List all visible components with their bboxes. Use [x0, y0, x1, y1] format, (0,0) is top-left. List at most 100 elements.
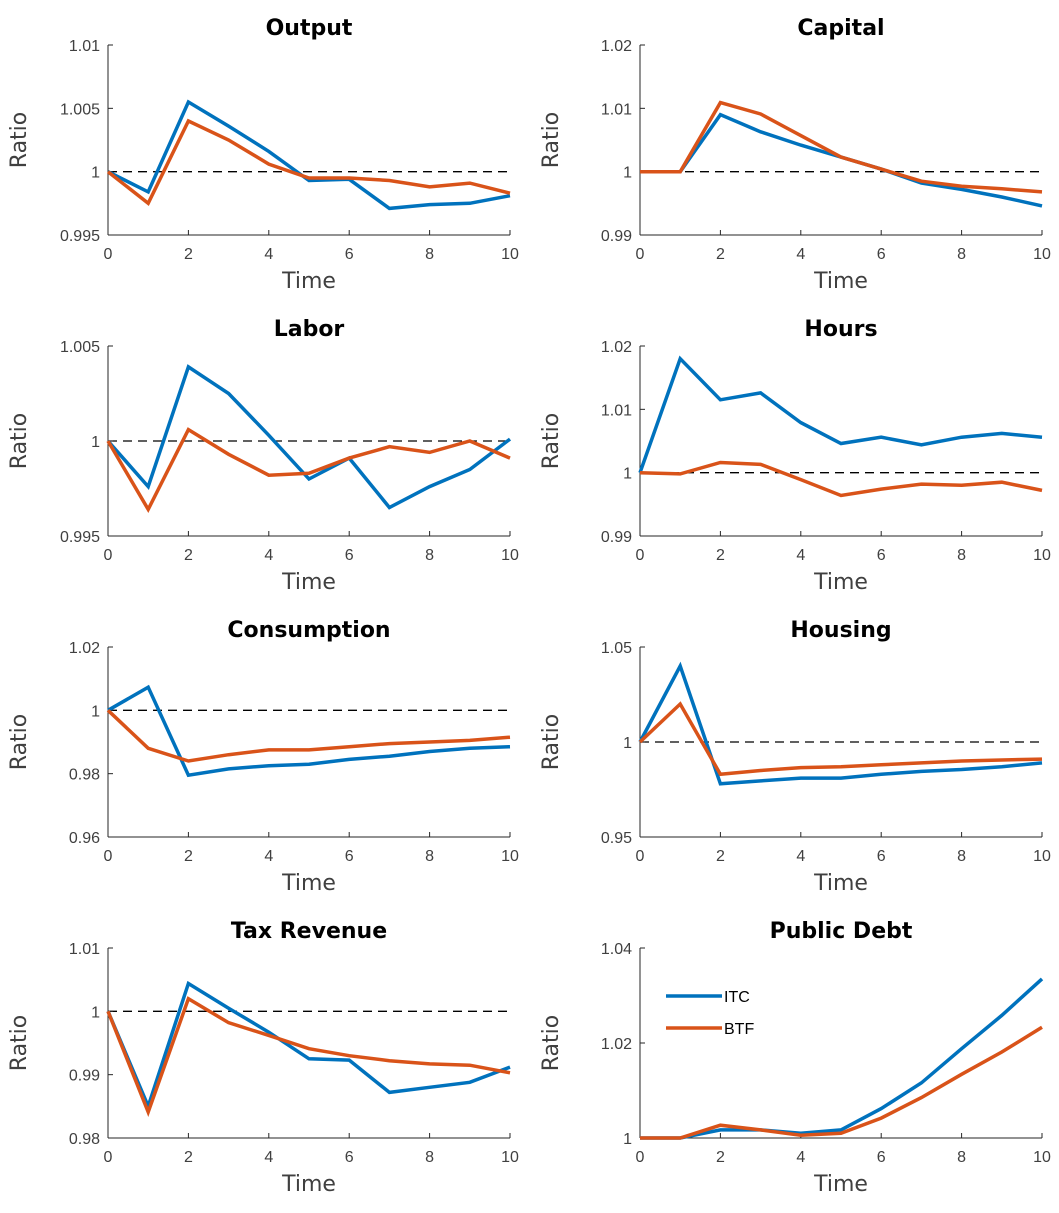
- x-tick-label: 8: [425, 1149, 434, 1166]
- x-tick-label: 0: [104, 1149, 113, 1166]
- y-axis-label: Ratio: [539, 714, 564, 770]
- x-tick-label: 6: [345, 1149, 354, 1166]
- y-tick-label: 1: [91, 1004, 100, 1021]
- series-line-btf: [640, 1025, 1043, 1140]
- y-tick-label: 1.04: [601, 941, 632, 958]
- y-axis-label: Ratio: [7, 413, 32, 469]
- x-tick-label: 8: [957, 1149, 966, 1166]
- y-axis-label: Ratio: [7, 1015, 32, 1071]
- legend-label-btf: BTF: [724, 1021, 754, 1038]
- y-tick-label: 1: [91, 165, 100, 182]
- y-tick-label: 1: [91, 434, 100, 451]
- x-tick-label: 2: [716, 1149, 725, 1166]
- x-tick-label: 10: [1033, 1149, 1051, 1166]
- x-tick-label: 4: [264, 547, 273, 564]
- x-tick-label: 8: [957, 547, 966, 564]
- x-axis-label: Time: [813, 570, 868, 595]
- x-tick-label: 6: [877, 246, 886, 263]
- x-tick-label: 2: [184, 547, 193, 564]
- x-tick-label: 8: [957, 246, 966, 263]
- x-tick-label: 10: [1033, 848, 1051, 865]
- y-tick-label: 0.99: [601, 529, 632, 546]
- series-line-1: [640, 100, 1043, 194]
- series-line-0: [640, 112, 1043, 208]
- x-tick-label: 4: [796, 547, 805, 564]
- x-tick-label: 0: [636, 1149, 645, 1166]
- x-tick-label: 6: [877, 1149, 886, 1166]
- x-axis-label: Time: [281, 1172, 336, 1197]
- y-tick-label: 0.995: [60, 529, 100, 546]
- chart-title: Housing: [790, 618, 891, 643]
- legend-label-itc: ITC: [724, 989, 750, 1006]
- x-tick-label: 6: [877, 848, 886, 865]
- y-tick-label: 0.995: [60, 228, 100, 245]
- x-tick-label: 8: [425, 246, 434, 263]
- x-tick-label: 4: [796, 246, 805, 263]
- y-tick-label: 0.96: [69, 830, 100, 847]
- y-axis-label: Ratio: [539, 1015, 564, 1071]
- y-tick-label: 1: [91, 703, 100, 720]
- chart-title: Tax Revenue: [231, 919, 387, 944]
- x-tick-label: 10: [1033, 246, 1051, 263]
- y-axis-label: Ratio: [7, 112, 32, 168]
- x-axis-label: Time: [813, 1172, 868, 1197]
- x-tick-label: 0: [104, 246, 113, 263]
- series-line-1: [106, 118, 511, 207]
- y-axis-label: Ratio: [7, 714, 32, 770]
- chart-title: Consumption: [227, 618, 390, 643]
- x-tick-label: 4: [264, 1149, 273, 1166]
- chart-title: Capital: [797, 16, 884, 41]
- x-tick-label: 2: [716, 547, 725, 564]
- x-axis-label: Time: [813, 871, 868, 896]
- y-tick-label: 1.02: [69, 640, 100, 657]
- x-tick-label: 4: [796, 848, 805, 865]
- x-tick-label: 0: [636, 547, 645, 564]
- y-tick-label: 1.05: [601, 640, 632, 657]
- y-tick-label: 0.98: [69, 767, 100, 784]
- x-tick-label: 10: [1033, 547, 1051, 564]
- x-tick-label: 4: [264, 848, 273, 865]
- x-axis-label: Time: [281, 871, 336, 896]
- y-tick-label: 1.01: [69, 38, 100, 55]
- x-axis-label: Time: [281, 269, 336, 294]
- series-line-1: [106, 427, 511, 514]
- series-line-1: [106, 996, 511, 1117]
- x-tick-label: 10: [501, 547, 519, 564]
- chart-title: Hours: [804, 317, 877, 342]
- y-tick-label: 1.005: [60, 101, 100, 118]
- series-line-0: [638, 661, 1043, 786]
- x-tick-label: 4: [264, 246, 273, 263]
- y-axis-label: Ratio: [539, 413, 564, 469]
- x-tick-label: 6: [877, 547, 886, 564]
- series-line-0: [106, 364, 512, 510]
- x-tick-label: 0: [636, 246, 645, 263]
- x-tick-label: 6: [345, 547, 354, 564]
- x-tick-label: 0: [104, 547, 113, 564]
- y-tick-label: 0.99: [601, 228, 632, 245]
- series-line-1: [638, 701, 1043, 777]
- chart-title: Labor: [274, 317, 345, 342]
- x-tick-label: 2: [716, 246, 725, 263]
- x-tick-label: 2: [184, 848, 193, 865]
- y-tick-label: 1: [623, 1131, 632, 1148]
- series-line-1: [639, 460, 1043, 498]
- x-tick-label: 8: [957, 848, 966, 865]
- chart-panel-3: Hours 0 2 4 6 8 10 0.99 1 1.01 1.02 Time Ratio: [539, 317, 1051, 595]
- chart-title: Public Debt: [770, 919, 913, 944]
- series-line-0: [107, 684, 511, 778]
- x-tick-label: 2: [184, 246, 193, 263]
- x-tick-label: 4: [796, 1149, 805, 1166]
- chart-panel-2: Labor 0 2 4 6 8 10 0.995 1 1.005 Time Ratio: [7, 317, 519, 595]
- y-tick-label: 1.02: [601, 339, 632, 356]
- chart-title: Output: [266, 16, 353, 41]
- y-tick-label: 0.99: [69, 1068, 100, 1085]
- x-tick-label: 6: [345, 246, 354, 263]
- x-tick-label: 10: [501, 1149, 519, 1166]
- series-line-itc: [640, 977, 1044, 1140]
- chart-panel-0: Output 0 2 4 6 8 10 0.995 1 1.005 1.01 Time Ratio: [7, 16, 519, 294]
- chart-panel-4: Consumption 0 2 4 6 8 10 0.96 0.98 1 1.02 Time Ratio: [7, 618, 519, 896]
- x-tick-label: 2: [184, 1149, 193, 1166]
- chart-panel-1: Capital 0 2 4 6 8 10 0.99 1 1.01 1.02 Time Ratio: [539, 16, 1051, 294]
- y-axis-label: Ratio: [539, 112, 564, 168]
